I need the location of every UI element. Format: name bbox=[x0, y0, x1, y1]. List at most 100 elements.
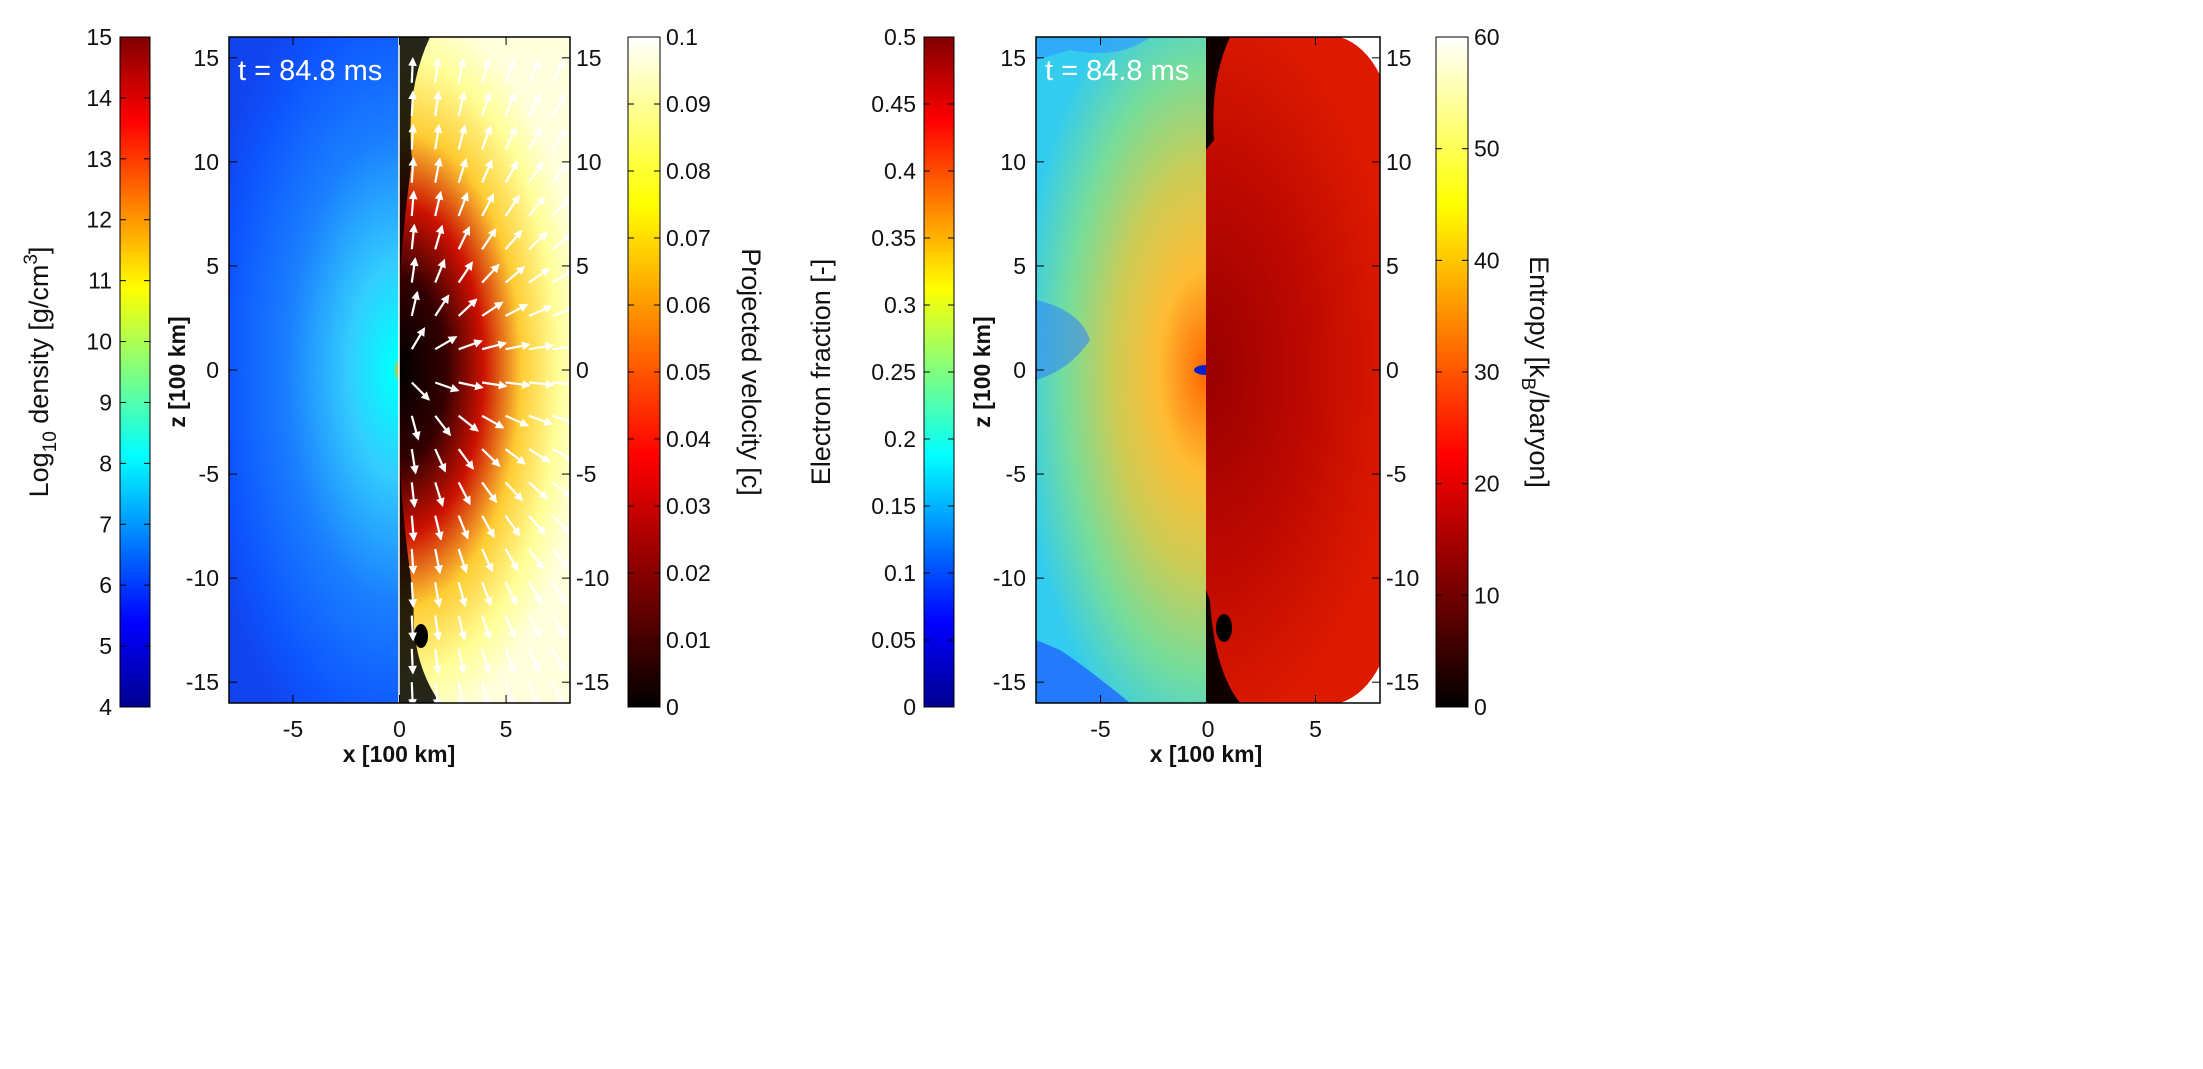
density-tick-label: 8 bbox=[99, 450, 112, 476]
left-panel-y-tick-label-right: -5 bbox=[576, 461, 596, 487]
right-panel-y-tick-label-right: 15 bbox=[1386, 45, 1412, 71]
entropy-corner-top bbox=[1340, 37, 1380, 75]
velocity-arrow bbox=[504, 648, 516, 674]
left-panel-y-tick-label-right: 0 bbox=[576, 357, 589, 383]
right-panel-y-tick-label-right: 0 bbox=[1386, 357, 1399, 383]
x-axis-label-left: x [100 km] bbox=[343, 741, 456, 767]
left-panel-y-tick-label-right: 5 bbox=[576, 253, 589, 279]
left-panel-y-tick-label-right: 15 bbox=[576, 45, 602, 71]
velocity-tick-label: 0.08 bbox=[666, 158, 711, 184]
velocity-tick-label: 0.05 bbox=[666, 359, 711, 385]
velocity-arrow bbox=[504, 160, 519, 184]
entropy-tick-label: 60 bbox=[1474, 24, 1500, 50]
velocity-arrow bbox=[528, 267, 551, 284]
ye-colorbar-label: Electron fraction [-] bbox=[806, 259, 836, 486]
density-tick-label: 6 bbox=[99, 572, 112, 598]
velocity-arrow bbox=[528, 548, 544, 570]
left-panel: 4 5 6 7 8 9 10 11 12 13 14 15 Log10 density [g/cm3]… bbox=[21, 24, 766, 767]
ye-colorbar-ticks: 0 0.05 0.1 0.15 0.2 0.25 0.3 0.35 0.4 0.45 0.5 bbox=[871, 24, 954, 720]
ye-tick-label: 0.1 bbox=[884, 560, 916, 586]
entropy-tick-label: 20 bbox=[1474, 471, 1500, 497]
velocity-arrow bbox=[457, 548, 469, 574]
velocity-arrow bbox=[411, 381, 431, 401]
velocity-arrow bbox=[457, 481, 471, 506]
ye-tick-label: 0.2 bbox=[884, 426, 916, 452]
velocity-arrow bbox=[551, 93, 566, 117]
velocity-arrow bbox=[481, 227, 497, 250]
density-field bbox=[229, 37, 399, 703]
entropy-colorbar-ticks: 0 10 20 30 40 50 60 bbox=[1436, 24, 1500, 720]
entropy-colorbar-label: Entropy [kB/baryon] bbox=[1517, 256, 1554, 488]
ye-tick-label: 0.45 bbox=[871, 91, 916, 117]
velocity-tick-label: 0.02 bbox=[666, 560, 711, 586]
right-panel-y-tick-label: -10 bbox=[993, 565, 1026, 591]
entropy-corner-bottom bbox=[1340, 665, 1380, 703]
right-panel-x-tick-label: 5 bbox=[1309, 716, 1322, 742]
density-tick-label: 12 bbox=[86, 207, 112, 233]
velocity-arrow bbox=[551, 648, 565, 672]
velocity-arrow bbox=[481, 515, 495, 539]
ye-tick-label: 0.25 bbox=[871, 359, 916, 385]
velocity-arrow bbox=[457, 158, 468, 184]
velocity-arrow bbox=[457, 57, 467, 84]
left-panel-y-tick-label-right: 10 bbox=[576, 149, 602, 175]
velocity-arrow bbox=[408, 648, 417, 675]
right-panel-y-tick-label: 5 bbox=[1013, 253, 1026, 279]
velocity-arrow bbox=[551, 615, 566, 638]
density-colorbar-label: Log10 density [g/cm3] bbox=[21, 247, 61, 498]
velocity-arrow bbox=[457, 298, 478, 317]
left-panel-y-tick-label: 10 bbox=[193, 149, 219, 175]
velocity-arrow bbox=[408, 57, 417, 83]
axes-right: -5 0 5 -15 -15 -10 -10 -5 -5 0 0 5 5 10 10 15 15 bbox=[993, 37, 1419, 742]
right-panel-y-tick-label: -15 bbox=[993, 669, 1026, 695]
left-panel-x-tick-label: -5 bbox=[283, 716, 303, 742]
velocity-arrow bbox=[505, 380, 532, 389]
velocity-arrow bbox=[458, 381, 484, 391]
velocity-arrow bbox=[528, 448, 551, 463]
ye-tick-label: 0.3 bbox=[884, 292, 916, 318]
velocity-colorbar-ticks: 0 0.01 0.02 0.03 0.04 0.05 0.06 0.07 0.08 0.09 0.1 bbox=[628, 24, 711, 720]
velocity-arrow bbox=[528, 342, 555, 351]
velocity-arrow bbox=[432, 682, 442, 708]
velocity-arrow bbox=[528, 648, 541, 673]
velocity-arrow bbox=[551, 481, 574, 498]
ye-blue-top bbox=[1036, 37, 1150, 60]
left-panel-y-tick-label: 5 bbox=[206, 253, 219, 279]
right-panel-y-tick-label-right: 5 bbox=[1386, 253, 1399, 279]
entropy-tick-label: 30 bbox=[1474, 359, 1500, 385]
velocity-arrow bbox=[552, 342, 578, 352]
velocity-arrow bbox=[551, 581, 568, 604]
left-panel-y-tick-label: -15 bbox=[186, 669, 219, 695]
velocity-arrow bbox=[457, 515, 470, 540]
velocity-arrow bbox=[504, 92, 517, 117]
velocity-arrow bbox=[504, 448, 527, 465]
velocity-arrow bbox=[433, 582, 443, 608]
velocity-arrow bbox=[481, 414, 505, 429]
velocity-arrow bbox=[481, 681, 491, 708]
velocity-arrow bbox=[434, 190, 444, 217]
y-axis-label-left: z [100 km] bbox=[164, 316, 190, 427]
velocity-arrow bbox=[457, 448, 474, 470]
velocity-tick-label: 0.04 bbox=[666, 426, 711, 452]
velocity-arrow bbox=[551, 548, 569, 569]
velocity-arrow bbox=[481, 159, 493, 184]
velocity-arrows bbox=[408, 57, 579, 708]
right-panel-y-tick-label: 10 bbox=[1000, 149, 1026, 175]
velocity-arrow bbox=[434, 482, 445, 507]
velocity-arrow bbox=[504, 581, 518, 606]
entropy-dark-bottom bbox=[1206, 590, 1240, 703]
velocity-arrow bbox=[505, 303, 529, 317]
y-axis-label-right: z [100 km] bbox=[969, 316, 995, 427]
left-panel-y-tick-label: -10 bbox=[186, 565, 219, 591]
velocity-tick-label: 0.1 bbox=[666, 24, 698, 50]
velocity-arrow bbox=[409, 223, 418, 250]
velocity-arrow bbox=[408, 582, 418, 609]
ye-tick-label: 0.05 bbox=[871, 627, 916, 653]
velocity-arrow bbox=[408, 123, 418, 150]
velocity-arrow bbox=[434, 415, 451, 437]
density-tick-label: 15 bbox=[86, 24, 112, 50]
ye-tick-label: 0 bbox=[903, 694, 916, 720]
velocity-arrow bbox=[457, 615, 467, 641]
velocity-colorbar-label: Projected velocity [c] bbox=[736, 248, 766, 496]
